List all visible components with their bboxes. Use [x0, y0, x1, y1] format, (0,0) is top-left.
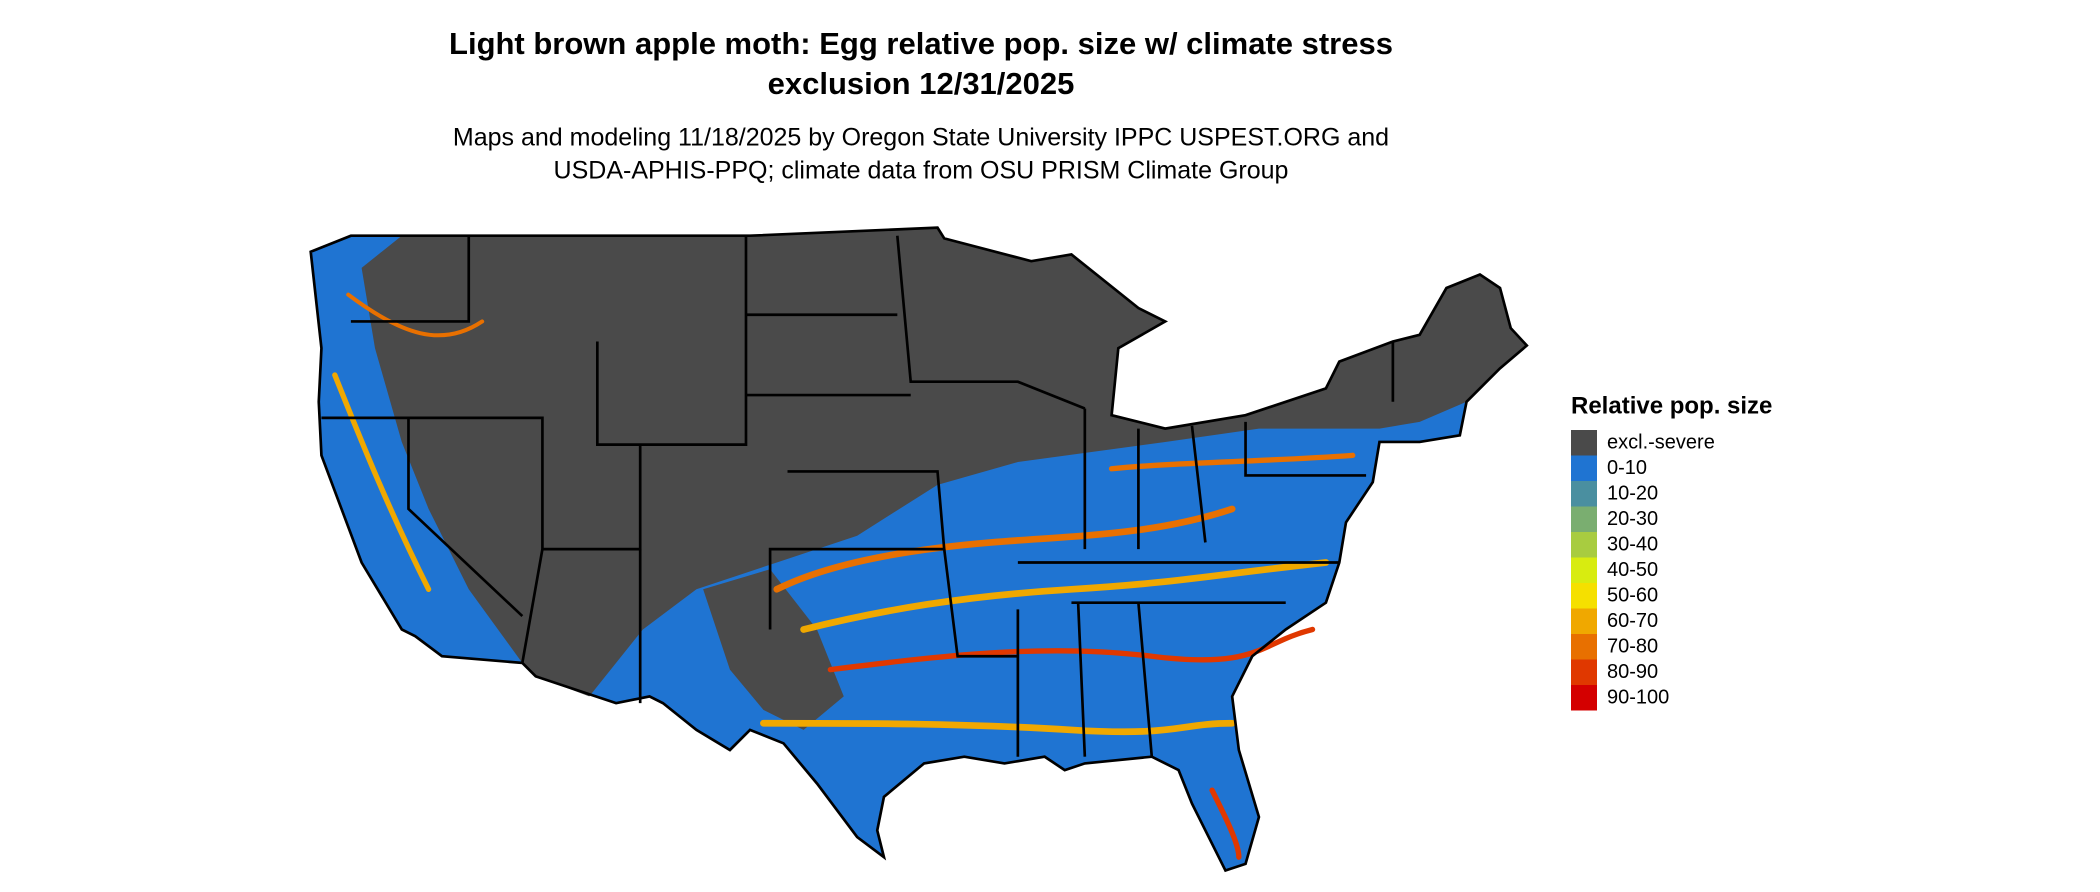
legend-swatch	[1571, 608, 1597, 634]
legend-label: 30-40	[1607, 533, 1658, 555]
legend-label: 20-30	[1607, 508, 1658, 530]
title: exclusion 12/31/2025	[768, 66, 1075, 101]
legend-swatch	[1571, 659, 1597, 685]
legend-swatch	[1571, 532, 1597, 558]
legend-label: 60-70	[1607, 610, 1658, 632]
us-map	[309, 226, 1529, 873]
map-excluded-region	[703, 569, 844, 730]
legend-swatch	[1571, 634, 1597, 660]
legend-label: 0-10	[1607, 457, 1647, 479]
legend-swatch	[1571, 557, 1597, 583]
legend-label: 50-60	[1607, 584, 1658, 606]
map-bands	[332, 292, 1356, 860]
legend-swatch	[1571, 481, 1597, 507]
legend-swatch	[1571, 685, 1597, 711]
state-borders	[309, 226, 1529, 873]
legend-swatch	[1571, 506, 1597, 532]
legend-label: 40-50	[1607, 559, 1658, 581]
subtitle: Maps and modeling 11/18/2025 by Oregon S…	[453, 124, 1389, 152]
legend-label: 70-80	[1607, 635, 1658, 657]
legend-title: Relative pop. size	[1571, 392, 1772, 419]
legend-swatch	[1571, 583, 1597, 609]
title: Light brown apple moth: Egg relative pop…	[449, 26, 1393, 61]
legend-label: 80-90	[1607, 661, 1658, 683]
legend-swatch	[1571, 455, 1597, 481]
legend-label: 90-100	[1607, 686, 1669, 708]
map-excluded-region	[361, 227, 1527, 697]
subtitle: USDA-APHIS-PPQ; climate data from OSU PR…	[554, 157, 1289, 185]
legend-label: 10-20	[1607, 482, 1658, 504]
legend-swatch	[1571, 430, 1597, 456]
legend: excl.-severe 0-10 10-20 20-30 30-40 40-50 50-6…	[1571, 430, 1715, 711]
legend-label: excl.-severe	[1607, 431, 1715, 453]
